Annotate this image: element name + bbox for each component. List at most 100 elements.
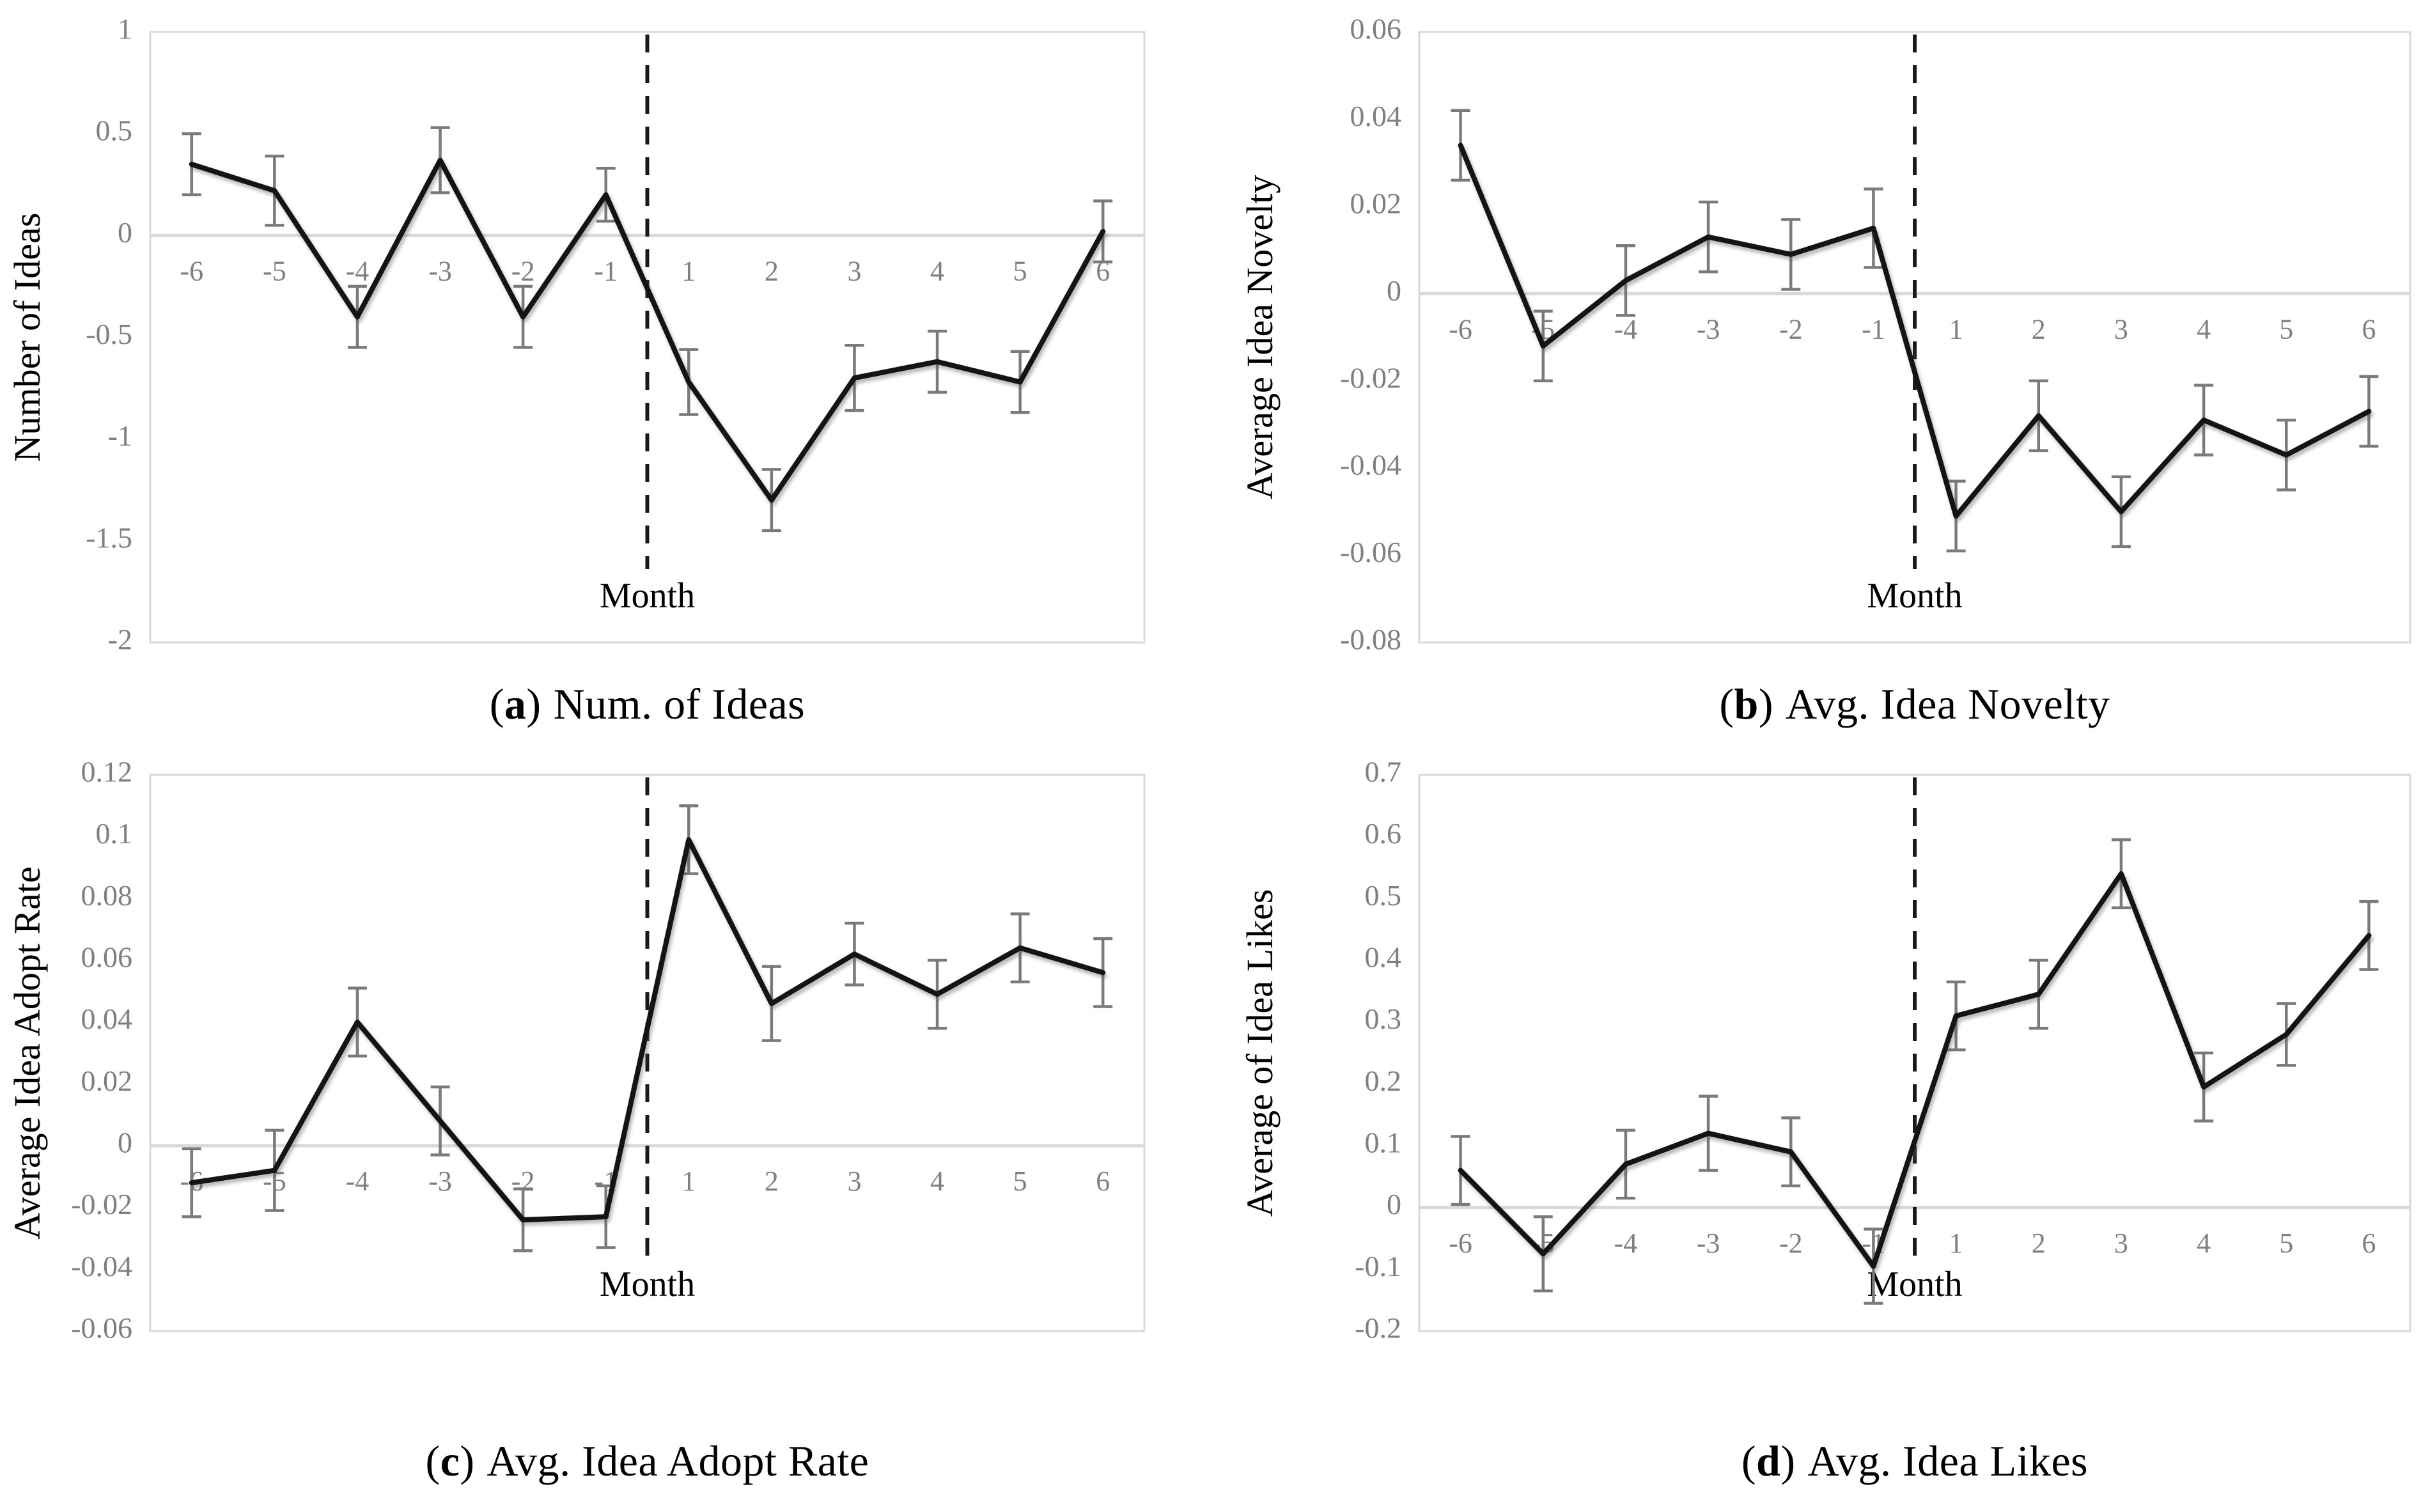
x-tick-label: -6	[180, 255, 203, 286]
y-tick-label: 0.02	[81, 1064, 133, 1097]
chart-avg-idea-adopt-rate: 0.12 0.1 0.08 0.06 0.04 0.02 0 -0.02 -0.04 -0.06 -…	[6, 756, 1146, 1344]
x-tick-label: 1	[1949, 1228, 1963, 1259]
caption-letter: d	[1756, 1437, 1781, 1485]
x-tick-label: 4	[930, 1165, 944, 1197]
x-tick-label: 5	[2279, 1228, 2293, 1259]
y-tick-label: -0.06	[71, 1312, 132, 1344]
y-tick-label: 0.4	[1365, 941, 1402, 974]
caption-panel-d: (d) Avg. Idea Likes	[1419, 1436, 2410, 1486]
y-tick-label: 0.5	[96, 114, 133, 147]
series-line	[189, 837, 1106, 1222]
y-axis-title: Average Idea Novelty	[1239, 175, 1281, 500]
x-tick-label: 3	[847, 255, 861, 286]
x-tick-label: 1	[1949, 313, 1963, 345]
caption-letter: a	[504, 680, 527, 728]
x-tick-label: -5	[263, 255, 286, 286]
x-tick-label: -6	[1449, 313, 1472, 345]
caption-panel-b: (b) Avg. Idea Novelty	[1419, 679, 2410, 729]
x-tick-label: 1	[681, 1165, 696, 1197]
x-tick-label: -3	[428, 255, 452, 286]
y-tick-label: -0.02	[71, 1188, 132, 1220]
plot-border	[149, 31, 1146, 644]
x-axis-title: Month	[600, 576, 695, 616]
caption-paren: (	[489, 680, 504, 728]
caption-paren: )	[1780, 1437, 1796, 1485]
y-tick-label: 0.1	[96, 817, 133, 850]
x-tick-label: -2	[511, 255, 535, 286]
y-tick-label: 0.06	[81, 941, 133, 974]
caption-letter: c	[440, 1437, 460, 1485]
caption-text: Num. of Ideas	[553, 680, 806, 728]
y-tick-label: -1	[108, 419, 132, 452]
caption-text: Avg. Idea Likes	[1807, 1437, 2089, 1485]
chart-num-of-ideas: 10.50-0.5-1-1.5-2-6 -5 -4 -3 -2 -1 1 2 3 4 5 6Numbe…	[6, 13, 1146, 656]
y-tick-label: 1	[118, 13, 132, 45]
x-tick-label: 6	[1096, 1165, 1110, 1197]
x-tick-label: 6	[2362, 313, 2376, 345]
x-tick-label: -4	[1614, 313, 1638, 345]
x-tick-label: 4	[2197, 1228, 2211, 1259]
x-tick-label: 5	[1013, 255, 1027, 286]
x-tick-label: 5	[1013, 1165, 1027, 1197]
caption-paren: )	[1758, 680, 1773, 728]
y-tick-label: 0.12	[81, 756, 133, 788]
series-line	[1458, 871, 2372, 1269]
x-tick-label: 4	[2197, 313, 2211, 345]
y-axis-title: Number of Ideas	[6, 213, 48, 462]
y-tick-label: 0.06	[1350, 13, 1402, 45]
y-tick-label: -2	[108, 623, 132, 656]
x-tick-label: -6	[1449, 1228, 1472, 1259]
caption-text: Avg. Idea Adopt Rate	[487, 1437, 869, 1485]
x-tick-label: -3	[1697, 313, 1720, 345]
y-tick-label: -0.2	[1355, 1312, 1401, 1344]
x-tick-label: -4	[1614, 1228, 1638, 1259]
chart-avg-idea-likes: 0.70.60.50.40.30.20.10-0.1-0.2-6 -5 -4 -3 -2…	[1239, 756, 2411, 1344]
x-tick-label: 1	[681, 255, 696, 286]
caption-text: Avg. Idea Novelty	[1786, 680, 2110, 728]
x-tick-label: -4	[346, 1165, 370, 1197]
x-tick-label: 2	[2032, 313, 2046, 345]
y-tick-label: 0.04	[81, 1002, 133, 1035]
caption-paren: )	[460, 1437, 475, 1485]
x-tick-label: -3	[1697, 1228, 1720, 1259]
y-tick-label: -0.02	[1340, 361, 1401, 394]
y-tick-label: 0.7	[1365, 756, 1402, 788]
y-tick-label: 0.5	[1365, 879, 1402, 912]
y-tick-label: -1.5	[86, 521, 132, 554]
y-tick-label: 0.6	[1365, 817, 1402, 850]
x-tick-label: -2	[1779, 1228, 1803, 1259]
caption-paren: )	[526, 680, 541, 728]
caption-paren: (	[1719, 680, 1734, 728]
x-tick-label: 3	[2114, 1228, 2128, 1259]
series-line	[1458, 143, 2372, 519]
x-tick-label: 2	[765, 255, 779, 286]
y-tick-label: 0.08	[81, 879, 133, 912]
x-tick-label: 5	[2279, 313, 2293, 345]
y-tick-label: -0.04	[71, 1250, 132, 1282]
caption-letter: b	[1734, 680, 1759, 728]
y-tick-label: 0	[118, 216, 132, 249]
x-axis-title: Month	[1867, 576, 1962, 616]
x-tick-label: 3	[847, 1165, 861, 1197]
x-axis-title: Month	[1867, 1265, 1962, 1304]
x-tick-label: -1	[594, 255, 618, 286]
plot-border	[149, 774, 1146, 1332]
y-tick-label: 0.3	[1365, 1002, 1402, 1035]
plot-border	[1418, 31, 2411, 644]
x-tick-label: -4	[346, 255, 370, 286]
caption-panel-a: (a) Num. of Ideas	[150, 679, 1144, 729]
x-tick-label: -1	[1862, 313, 1885, 345]
y-tick-label: 0	[1387, 274, 1401, 307]
caption-paren: (	[425, 1437, 440, 1485]
x-tick-label: 2	[765, 1165, 779, 1197]
y-axis-title: Average of Idea Likes	[1239, 889, 1281, 1217]
x-tick-label: 2	[2032, 1228, 2046, 1259]
x-tick-label: 4	[930, 255, 944, 286]
plot-border	[1418, 774, 2411, 1332]
x-tick-label: -2	[1779, 313, 1803, 345]
y-tick-label: 0.04	[1350, 100, 1402, 132]
y-tick-label: 0	[1387, 1188, 1401, 1220]
y-tick-label: 0	[118, 1126, 132, 1159]
y-tick-label: -0.08	[1340, 623, 1401, 656]
y-tick-label: 0.2	[1365, 1064, 1402, 1097]
